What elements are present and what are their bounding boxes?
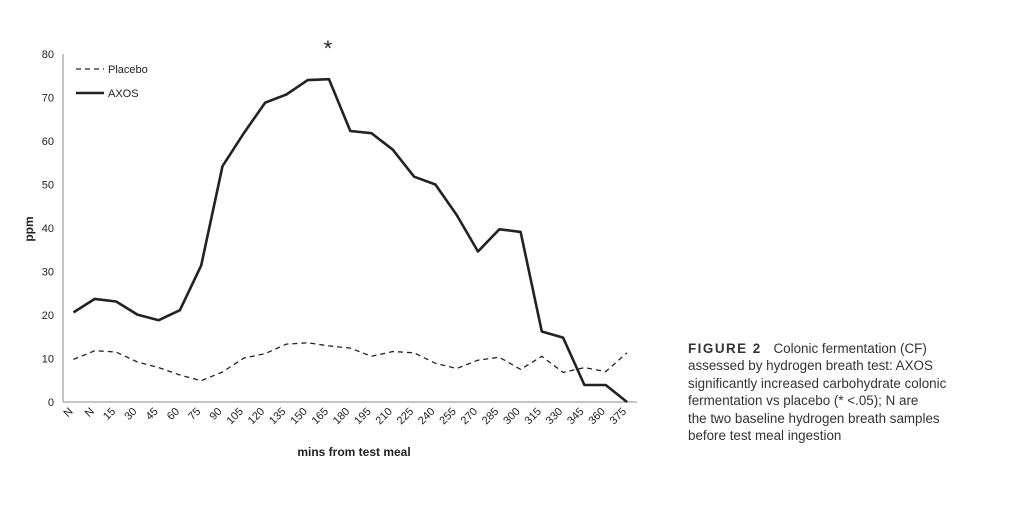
y-tick-label: 10 xyxy=(42,354,54,366)
x-tick-label: 270 xyxy=(459,406,480,427)
y-ticks: 0 10 20 30 40 50 60 70 80 xyxy=(42,49,54,409)
x-tick-label: 240 xyxy=(416,406,437,427)
caption-line: significantly increased carbohydrate col… xyxy=(688,375,947,391)
x-tick-label: 60 xyxy=(165,406,182,423)
y-tick-label: 70 xyxy=(42,93,54,105)
y-tick-label: 40 xyxy=(42,223,54,235)
x-tick-label: 45 xyxy=(144,406,161,423)
x-tick-label: 300 xyxy=(501,406,522,427)
x-tick-label: N xyxy=(83,406,97,420)
x-tick-label: 105 xyxy=(224,406,245,427)
caption-line: the two baseline hydrogen breath samples xyxy=(688,410,940,426)
x-tick-label: 195 xyxy=(352,406,373,427)
y-tick-label: 80 xyxy=(42,49,54,61)
x-ticks: N N 15 30 45 60 75 90 105 120 135 150 165 180 195 210 22… xyxy=(62,406,630,428)
x-tick-label: 210 xyxy=(373,406,394,427)
x-tick-label: 225 xyxy=(395,406,416,427)
legend: Placebo AXOS xyxy=(76,64,148,100)
y-tick-label: 0 xyxy=(48,397,54,409)
legend-label-placebo: Placebo xyxy=(108,64,148,76)
caption-line: Colonic fermentation (CF) xyxy=(773,341,927,356)
x-tick-label: 180 xyxy=(331,406,352,427)
x-tick-label: 120 xyxy=(246,406,267,427)
x-tick-label: 330 xyxy=(544,406,565,427)
x-tick-label: 165 xyxy=(310,406,331,427)
caption-line: fermentation vs placebo (* <.05); N are xyxy=(688,393,919,409)
figure-label: FIGURE 2 xyxy=(688,341,762,356)
axes xyxy=(62,54,637,403)
x-tick-label: 255 xyxy=(437,406,458,427)
series-line-axos xyxy=(72,77,628,404)
x-tick-label: 150 xyxy=(288,406,309,427)
y-axis-label: ppm xyxy=(22,216,36,241)
caption-line: assessed by hydrogen breath test: AXOS xyxy=(688,358,933,374)
x-tick-label: 375 xyxy=(608,406,629,427)
x-axis-label: mins from test meal xyxy=(297,445,410,459)
chart-area: 0 10 20 30 40 50 60 70 80 N N 15 30 45 60 75 90 105 120 13… xyxy=(22,36,637,459)
x-tick-label: N xyxy=(62,406,76,420)
y-tick-label: 60 xyxy=(42,136,54,148)
y-tick-label: 20 xyxy=(42,310,54,322)
figure-caption: FIGURE 2 Colonic fermentation (CF) asses… xyxy=(688,340,988,444)
x-tick-label: 15 xyxy=(101,406,118,423)
legend-label-axos: AXOS xyxy=(108,88,139,100)
x-tick-label: 90 xyxy=(207,406,224,423)
x-tick-label: 315 xyxy=(523,406,544,427)
x-tick-label: 75 xyxy=(186,406,203,423)
y-tick-label: 30 xyxy=(42,267,54,279)
x-tick-label: 285 xyxy=(480,406,501,427)
x-tick-label: 360 xyxy=(586,406,607,427)
x-tick-label: 30 xyxy=(122,406,139,423)
series-line-placebo xyxy=(73,342,628,382)
caption-line: before test meal ingestion xyxy=(688,428,842,444)
x-tick-label: 135 xyxy=(267,406,288,427)
significance-annotation: * xyxy=(324,36,333,61)
series-lines xyxy=(72,77,628,404)
x-tick-label: 345 xyxy=(565,406,586,427)
y-tick-label: 50 xyxy=(42,180,54,192)
